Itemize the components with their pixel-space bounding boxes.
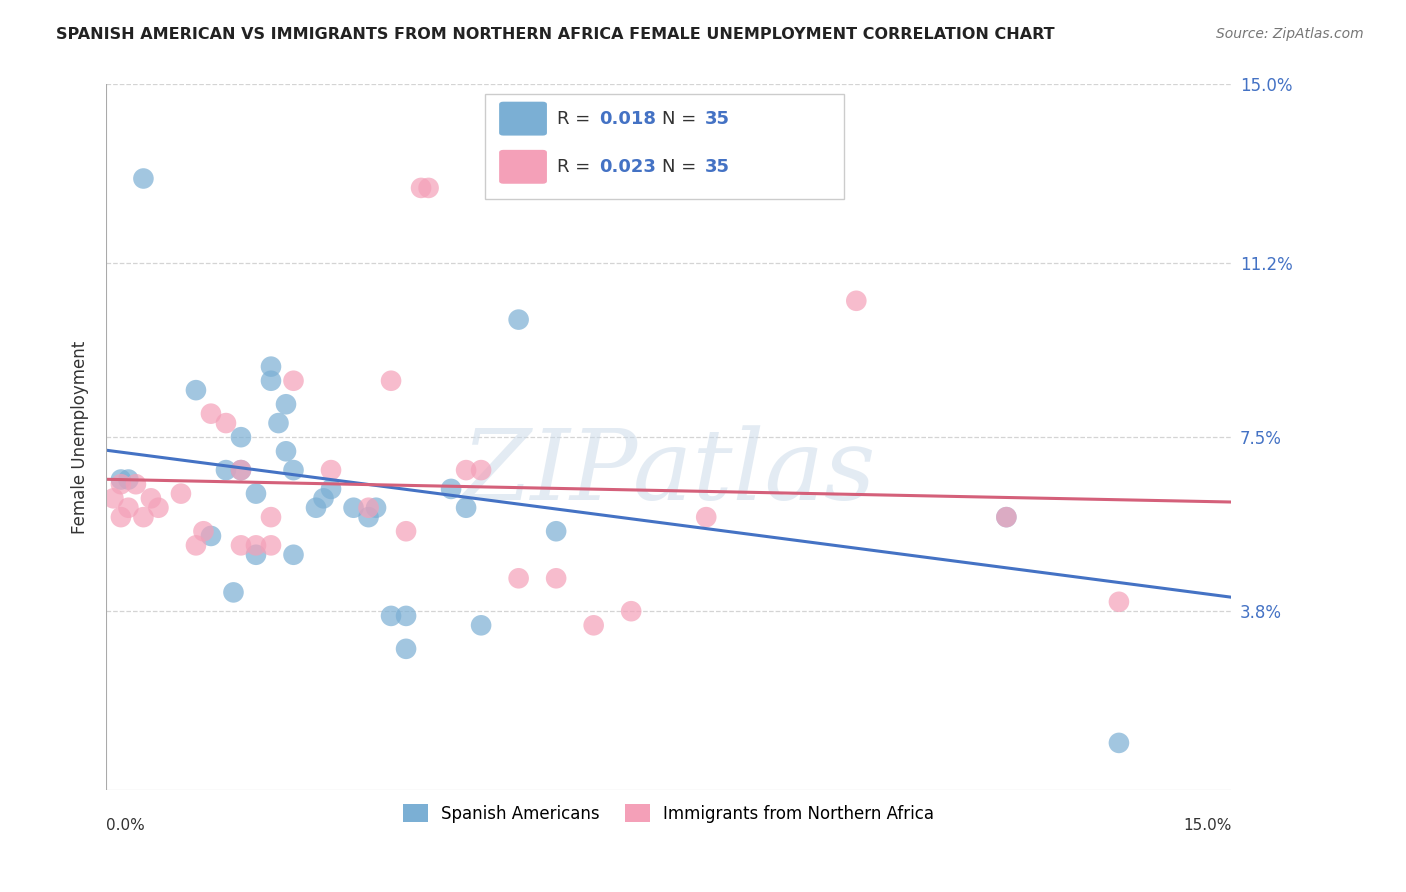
Text: 0.023: 0.023 bbox=[599, 158, 655, 176]
Point bbox=[582, 618, 605, 632]
Point bbox=[440, 482, 463, 496]
Y-axis label: Female Unemployment: Female Unemployment bbox=[72, 341, 89, 533]
Point bbox=[418, 181, 440, 195]
Point bbox=[995, 510, 1018, 524]
Point bbox=[200, 407, 222, 421]
Point bbox=[695, 510, 717, 524]
Point bbox=[260, 374, 283, 388]
Point bbox=[184, 538, 207, 552]
Point bbox=[508, 571, 530, 585]
Legend: Spanish Americans, Immigrants from Northern Africa: Spanish Americans, Immigrants from North… bbox=[395, 797, 942, 831]
Point bbox=[409, 181, 432, 195]
Point bbox=[215, 416, 238, 430]
Point bbox=[395, 524, 418, 539]
Point bbox=[748, 171, 770, 186]
Text: R =: R = bbox=[557, 110, 596, 128]
Point bbox=[283, 374, 305, 388]
Text: 35: 35 bbox=[704, 158, 730, 176]
Point bbox=[260, 538, 283, 552]
Point bbox=[229, 430, 252, 444]
Point bbox=[1108, 736, 1130, 750]
Point bbox=[305, 500, 328, 515]
Text: ZIPatlas: ZIPatlas bbox=[461, 425, 876, 520]
Point bbox=[117, 500, 139, 515]
Point bbox=[319, 463, 342, 477]
Point bbox=[184, 383, 207, 397]
Point bbox=[546, 571, 568, 585]
Point bbox=[845, 293, 868, 308]
Text: N =: N = bbox=[662, 158, 702, 176]
Point bbox=[222, 585, 245, 599]
Point bbox=[456, 463, 478, 477]
Point bbox=[380, 374, 402, 388]
Point bbox=[312, 491, 335, 506]
Point bbox=[200, 529, 222, 543]
Point bbox=[117, 473, 139, 487]
Text: 0.018: 0.018 bbox=[599, 110, 657, 128]
Point bbox=[470, 618, 492, 632]
Text: R =: R = bbox=[557, 158, 596, 176]
Text: Source: ZipAtlas.com: Source: ZipAtlas.com bbox=[1216, 27, 1364, 41]
Point bbox=[110, 473, 132, 487]
Point bbox=[395, 641, 418, 656]
Point bbox=[229, 463, 252, 477]
Point bbox=[364, 500, 387, 515]
Point bbox=[274, 444, 297, 458]
Point bbox=[103, 491, 125, 506]
Point bbox=[110, 477, 132, 491]
Point bbox=[620, 604, 643, 618]
Text: N =: N = bbox=[662, 110, 702, 128]
Point bbox=[267, 416, 290, 430]
Point bbox=[274, 397, 297, 411]
Text: 0.0%: 0.0% bbox=[105, 818, 145, 833]
Point bbox=[260, 510, 283, 524]
Point bbox=[1108, 595, 1130, 609]
Text: 35: 35 bbox=[704, 110, 730, 128]
Point bbox=[139, 491, 162, 506]
Point bbox=[229, 538, 252, 552]
Point bbox=[508, 312, 530, 326]
Point bbox=[470, 463, 492, 477]
Point bbox=[357, 500, 380, 515]
Point bbox=[380, 608, 402, 623]
Point bbox=[125, 477, 148, 491]
Point bbox=[245, 538, 267, 552]
Point bbox=[170, 486, 193, 500]
Point bbox=[193, 524, 215, 539]
Point bbox=[132, 510, 155, 524]
Point bbox=[283, 463, 305, 477]
Point bbox=[395, 608, 418, 623]
Point bbox=[245, 548, 267, 562]
Point bbox=[456, 500, 478, 515]
Point bbox=[245, 486, 267, 500]
Point bbox=[132, 171, 155, 186]
Point bbox=[229, 463, 252, 477]
Point bbox=[357, 510, 380, 524]
Point bbox=[215, 463, 238, 477]
Point bbox=[148, 500, 170, 515]
Point bbox=[995, 510, 1018, 524]
Point bbox=[342, 500, 364, 515]
Point bbox=[260, 359, 283, 374]
Text: SPANISH AMERICAN VS IMMIGRANTS FROM NORTHERN AFRICA FEMALE UNEMPLOYMENT CORRELAT: SPANISH AMERICAN VS IMMIGRANTS FROM NORT… bbox=[56, 27, 1054, 42]
Point bbox=[110, 510, 132, 524]
Point bbox=[319, 482, 342, 496]
Point bbox=[283, 548, 305, 562]
Text: 15.0%: 15.0% bbox=[1182, 818, 1232, 833]
Point bbox=[546, 524, 568, 539]
